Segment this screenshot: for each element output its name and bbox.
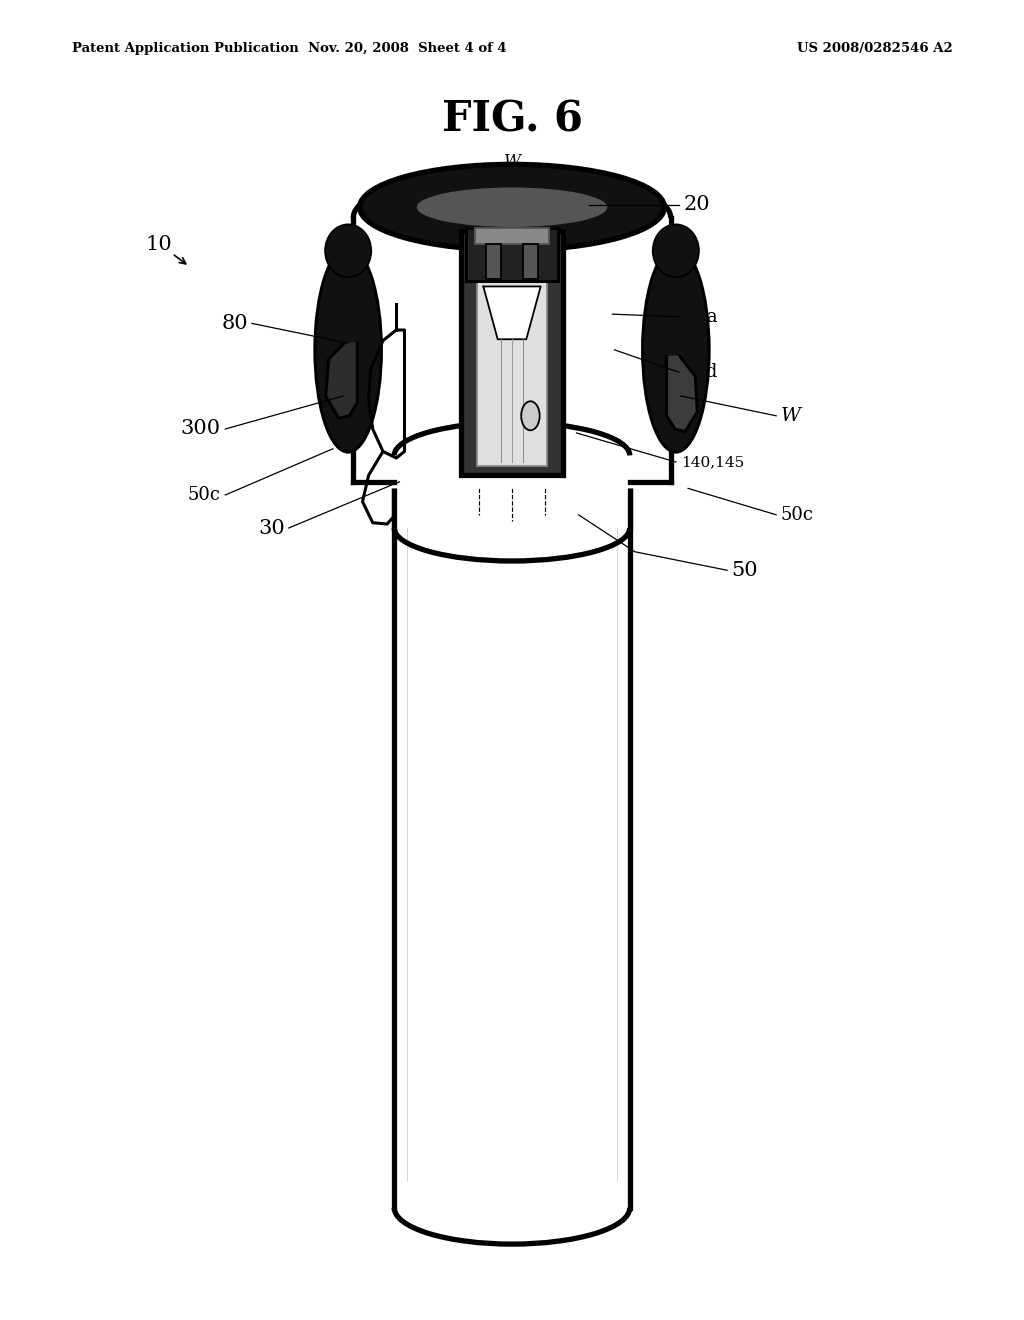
- Ellipse shape: [417, 187, 607, 227]
- Ellipse shape: [521, 401, 540, 430]
- Text: 20d: 20d: [684, 363, 719, 381]
- Ellipse shape: [359, 164, 665, 251]
- Text: W: W: [504, 153, 520, 170]
- Text: Patent Application Publication  Nov. 20, 2008  Sheet 4 of 4: Patent Application Publication Nov. 20, …: [72, 42, 506, 55]
- Text: 6mm: 6mm: [516, 418, 546, 432]
- Text: 50c: 50c: [780, 506, 813, 524]
- Text: 80: 80: [221, 314, 248, 333]
- Bar: [486, 244, 501, 279]
- Text: 50: 50: [731, 561, 758, 579]
- Polygon shape: [667, 356, 697, 432]
- Text: 30: 30: [258, 519, 285, 537]
- Ellipse shape: [653, 224, 699, 277]
- FancyBboxPatch shape: [348, 211, 676, 488]
- Text: 20: 20: [684, 195, 711, 214]
- Text: 140,145: 140,145: [681, 455, 744, 469]
- Text: 50c: 50c: [187, 486, 220, 504]
- Bar: [466, 228, 558, 281]
- Text: US 2008/0282546 A2: US 2008/0282546 A2: [797, 42, 952, 55]
- Ellipse shape: [315, 248, 381, 451]
- Ellipse shape: [643, 248, 709, 451]
- Polygon shape: [326, 343, 357, 418]
- Bar: [461, 231, 563, 475]
- Bar: [523, 244, 538, 279]
- Bar: [394, 455, 630, 528]
- Bar: [475, 228, 549, 244]
- Polygon shape: [483, 286, 541, 339]
- Ellipse shape: [325, 224, 371, 277]
- Bar: [477, 281, 547, 466]
- Text: 50a: 50a: [684, 308, 718, 326]
- Text: 300: 300: [180, 420, 220, 438]
- Text: FIG. 6: FIG. 6: [441, 99, 583, 141]
- Text: 10: 10: [145, 235, 172, 253]
- Text: W: W: [780, 407, 801, 425]
